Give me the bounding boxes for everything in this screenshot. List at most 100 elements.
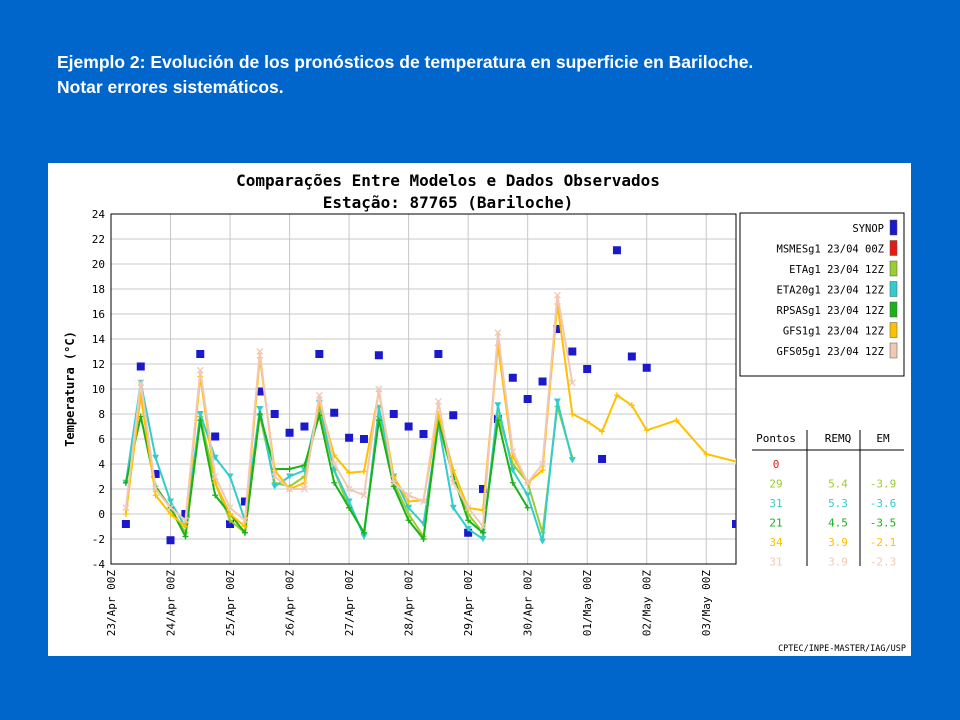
gfs1g1-point [733, 458, 736, 465]
slide-title: Ejemplo 2: Evolución de los pronósticos … [57, 50, 937, 100]
stats-cell: 21 [769, 517, 782, 530]
synop-point [151, 470, 160, 478]
legend-swatch [889, 301, 898, 318]
rpsasg1-point [494, 417, 501, 424]
gfs1g1-point [569, 411, 576, 417]
y-tick-label: 12 [92, 358, 105, 371]
y-tick-label: 18 [92, 283, 105, 296]
stats-cell: -3.6 [870, 497, 897, 510]
synop-point [642, 363, 651, 372]
synop-point [732, 520, 736, 528]
rpsasg1-point [375, 417, 382, 424]
stats-cell: 31 [769, 497, 782, 510]
legend-swatch [889, 219, 898, 236]
x-tick-label: 24/Apr 00Z [165, 570, 178, 637]
rpsasg1-point [420, 536, 427, 542]
eta20g1-point [271, 483, 279, 490]
synop-point [166, 536, 175, 545]
y-axis-label: Temperatura (°C) [63, 331, 77, 447]
gfs05g1-point [181, 516, 189, 524]
rpsasg1-point [390, 483, 397, 490]
stats-cell: -3.5 [870, 517, 897, 530]
eta20g1-point [152, 454, 160, 461]
synop-point [300, 422, 309, 431]
eta20g1-point [286, 473, 294, 480]
gfs05g1-point [167, 504, 174, 512]
synop-point [389, 410, 398, 418]
synop-point [553, 325, 562, 333]
stats-cell: 3.9 [828, 556, 848, 569]
eta20g1-point [449, 504, 457, 511]
stats-cell: 5.3 [828, 497, 848, 510]
eta20g1-point [360, 533, 368, 540]
grid-layer [110, 213, 736, 565]
rpsasg1-point [480, 529, 487, 536]
y-tick-label: 6 [98, 433, 105, 446]
gfs05g1-point [420, 498, 427, 505]
synop-point [449, 411, 458, 420]
x-tick-label: 29/Apr 00Z [462, 570, 475, 637]
synop-point [568, 347, 577, 356]
legend-swatch [889, 342, 898, 359]
eta20g1-point [524, 492, 532, 499]
y-tick-label: -2 [92, 533, 105, 546]
temperature-chart: Comparações Entre Modelos e Dados Observ… [63, 171, 906, 654]
gfs05g1-point [568, 379, 576, 387]
legend-entry-label: GFS1g1 23/04 12Z [783, 326, 884, 338]
gfs1g1-point [628, 402, 635, 409]
legend-entry-label: ETAg1 23/04 12Z [789, 264, 884, 276]
eta20g1-point [211, 454, 219, 461]
gfs1g1-point [673, 417, 680, 424]
gfs05g1-point [256, 348, 264, 355]
rpsasg1-point [182, 533, 189, 540]
synop-point [196, 350, 205, 358]
gfs05g1-point [152, 485, 160, 493]
series-layer [121, 246, 736, 545]
eta20g1-point [464, 526, 472, 532]
y-tick-label: 0 [98, 508, 105, 521]
y-tick-label: 24 [92, 208, 106, 221]
gfs1g1-point [613, 392, 620, 399]
stats-cell: 3.9 [828, 536, 848, 549]
gfs1g1-point [643, 427, 650, 434]
legend-swatch [889, 260, 898, 277]
synop-point [583, 365, 592, 373]
legend-entry-label: MSMESg1 23/04 00Z [777, 244, 884, 256]
eta20g1-point [539, 538, 547, 545]
rpsasg1-point [509, 479, 516, 486]
synop-point [404, 422, 413, 431]
synop-point [270, 410, 279, 418]
gfs1g1-point [122, 511, 129, 517]
legend-entry-label: ETA20g1 23/04 12Z [777, 285, 884, 297]
gfs05g1-point [315, 391, 323, 399]
eta20g1-point [256, 406, 264, 412]
stats-header: Pontos [756, 432, 796, 445]
eta20g1-point [226, 473, 234, 480]
x-tick-label: 03/May 00Z [700, 570, 713, 637]
gfs05g1-point [271, 473, 279, 480]
gfs05g1-point [226, 504, 234, 512]
synop-point [136, 362, 145, 371]
synop-point [464, 528, 473, 537]
synop-point [598, 455, 607, 463]
stats-cell: 29 [769, 478, 782, 491]
y-tick-label: 16 [92, 308, 105, 321]
y-tick-label: 2 [98, 483, 105, 496]
gfs1g1-point [167, 511, 174, 517]
eta20g1-point [345, 498, 353, 505]
gfs05g1-point [449, 479, 457, 487]
synop-point [330, 408, 339, 417]
synop-point [359, 435, 368, 443]
rpsasg1-point [465, 517, 472, 524]
stats-cell: -3.9 [870, 478, 897, 491]
gfs05g1-point [434, 398, 442, 405]
gfs1g1-point [599, 428, 606, 435]
eta20g1-point [509, 467, 517, 474]
synop-point [121, 520, 130, 528]
eta20g1-point [494, 402, 502, 409]
y-tick-label: 22 [92, 233, 105, 246]
stats-header: REMQ [825, 432, 852, 445]
x-tick-label: 01/May 00Z [581, 570, 594, 637]
gfs1g1-point [346, 469, 353, 476]
chart-title: Comparações Entre Modelos e Dados Observ… [236, 171, 660, 190]
